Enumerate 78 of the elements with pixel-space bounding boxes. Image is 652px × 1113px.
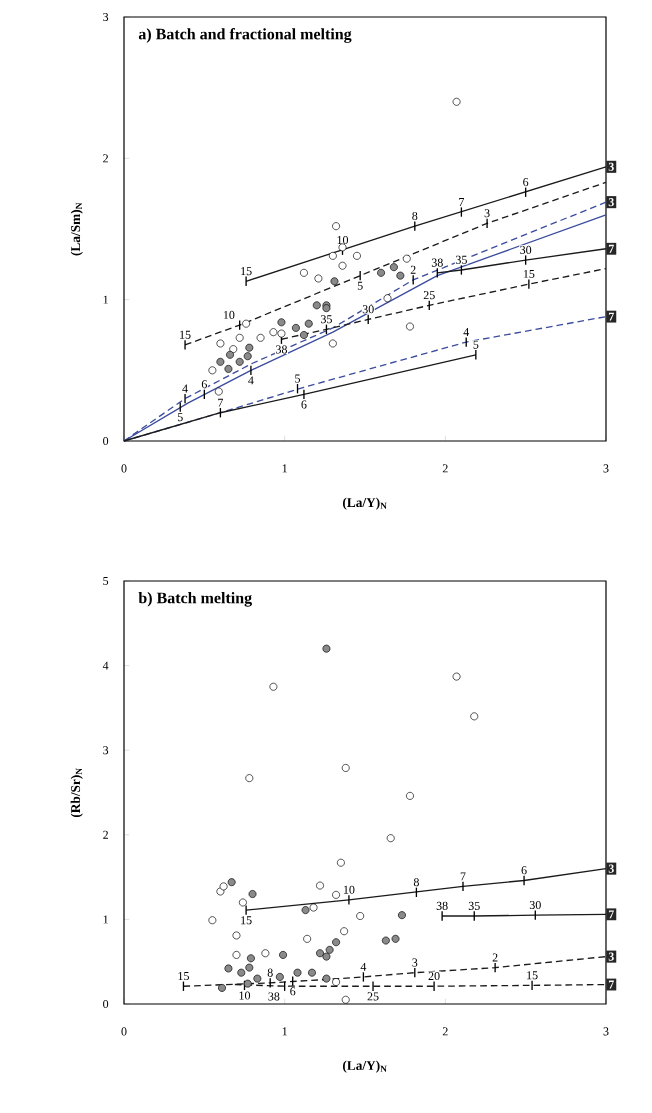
- y-tick-label: 4: [102, 661, 109, 670]
- annotation: 15: [180, 330, 191, 339]
- annotation: 7: [608, 312, 614, 321]
- y-axis-title: (La/Sm)$_{N}$: [70, 202, 83, 256]
- annotation: 15: [523, 269, 535, 278]
- annotation: 10: [337, 235, 349, 245]
- annotation: 15: [178, 972, 189, 981]
- annotation: 25: [423, 291, 435, 300]
- annotation: 4: [248, 376, 254, 385]
- annotation: 3: [608, 952, 614, 961]
- annotation: 3: [412, 958, 418, 967]
- y-tick-label: 2: [103, 154, 108, 163]
- annotation: 10: [239, 991, 251, 1000]
- annotation: 3: [608, 864, 614, 873]
- text: b) Batch melting: [138, 592, 252, 607]
- annotation: 7: [218, 398, 224, 407]
- y-tick-label: 1: [103, 295, 108, 304]
- annotation: 7: [459, 198, 465, 206]
- y-tick-label: 0: [103, 999, 109, 1009]
- annotation: 6: [201, 380, 207, 389]
- annotation: 5: [295, 374, 301, 383]
- annotation: 8: [413, 878, 419, 887]
- annotation: 8: [267, 968, 273, 977]
- annotation: 4: [360, 962, 367, 971]
- annotation: 6: [523, 178, 529, 187]
- annotation: 5: [473, 340, 479, 349]
- y-axis-title: (Rb/Sr)$_{N}$: [70, 768, 83, 818]
- annotation: 6: [301, 400, 307, 409]
- annotation: 5: [177, 413, 183, 422]
- annotation: 30: [529, 900, 541, 910]
- annotation: 15: [241, 267, 252, 276]
- annotation: 4: [182, 384, 188, 393]
- annotation: 2: [410, 265, 416, 274]
- y-tick-label: 5: [103, 577, 109, 585]
- annotation: 38: [276, 345, 287, 354]
- annotation: 8: [412, 211, 418, 221]
- annotation: 35: [321, 315, 332, 324]
- annotation: 30: [520, 245, 532, 254]
- annotation: 38: [268, 992, 280, 1001]
- annotation: 25: [367, 992, 379, 1001]
- annotation: 30: [362, 305, 374, 314]
- y-tick-label: 1: [103, 915, 108, 924]
- annotation: 2: [492, 953, 498, 962]
- annotation: 5: [357, 281, 363, 290]
- x-axis-title: (La/Y)$_{N}$: [342, 1060, 387, 1073]
- x-tick-label: 3: [603, 464, 609, 473]
- annotation: 10: [223, 310, 235, 319]
- x-tick-label: 3: [603, 1027, 609, 1036]
- x-axis-title: (La/Y)$_{N}$: [342, 497, 387, 510]
- annotation: 35: [468, 901, 480, 910]
- annotation: 20: [428, 971, 440, 981]
- annotation: 6: [290, 987, 296, 996]
- x-tick-label: 1: [282, 1027, 287, 1036]
- annotation: 35: [455, 255, 467, 264]
- annotation: 38: [436, 901, 448, 910]
- annotation: 10: [343, 885, 355, 894]
- annotation: 7: [608, 244, 614, 253]
- y-tick-label: 3: [103, 746, 109, 755]
- x-tick-label: 2: [442, 464, 448, 473]
- x-tick-label: 1: [282, 464, 287, 473]
- x-tick-label: 0: [121, 464, 127, 473]
- annotation: 3: [608, 198, 614, 207]
- annotation: 15: [527, 971, 538, 980]
- annotation: 7: [460, 872, 466, 881]
- annotation: 38: [431, 258, 443, 267]
- x-tick-label: 0: [121, 1027, 127, 1036]
- annotation: 3: [608, 162, 614, 171]
- y-tick-label: 2: [103, 830, 108, 839]
- annotation: 3: [484, 209, 490, 218]
- y-tick-label: 3: [103, 12, 109, 22]
- annotation: 7: [608, 910, 614, 919]
- annotation: 4: [463, 328, 470, 336]
- x-tick-label: 2: [442, 1027, 448, 1036]
- annotation: 15: [241, 916, 252, 925]
- text: a) Batch and fractional melting: [138, 28, 352, 43]
- annotation: 7: [608, 980, 614, 989]
- annotation: 6: [521, 866, 527, 875]
- y-tick-label: 0: [103, 436, 109, 446]
